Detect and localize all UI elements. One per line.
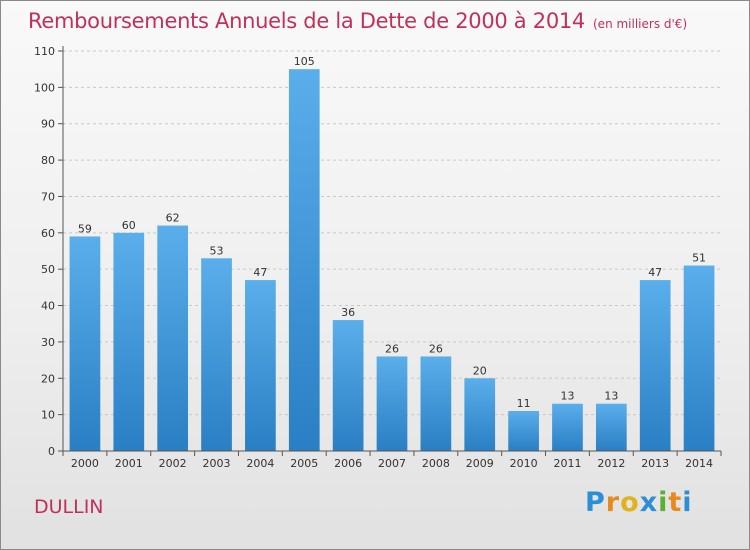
x-tick-label-2004: 2004: [246, 457, 274, 470]
y-tick-label: 20: [41, 372, 55, 385]
data-label-2011: 13: [560, 390, 574, 403]
proxiti-logo: Proxiti: [585, 487, 693, 518]
x-tick-label-2006: 2006: [334, 457, 362, 470]
data-label-2005: 105: [294, 55, 315, 68]
place-name: DULLIN: [34, 496, 104, 518]
bar-2002: [157, 225, 189, 451]
logo-letter: i: [682, 487, 693, 518]
x-tick-label-2002: 2002: [159, 457, 187, 470]
logo-letter: x: [639, 487, 659, 518]
data-label-2014: 51: [692, 252, 706, 265]
x-tick-label-2005: 2005: [290, 457, 318, 470]
y-tick-label: 0: [48, 445, 55, 458]
data-label-2001: 60: [122, 219, 136, 232]
data-label-2007: 26: [385, 342, 399, 355]
y-tick-label: 50: [41, 263, 55, 276]
bar-2007: [376, 356, 408, 451]
data-label-2013: 47: [648, 266, 662, 279]
bar-2006: [332, 320, 364, 451]
y-tick-label: 100: [34, 81, 55, 94]
y-tick-label: 30: [41, 336, 55, 349]
data-label-2004: 47: [253, 266, 267, 279]
chart-title-text: Remboursements Annuels de la Dette de 20…: [28, 9, 585, 33]
logo-letter: i: [658, 487, 669, 518]
axes: [58, 46, 722, 456]
x-tick-label-2013: 2013: [641, 457, 669, 470]
logo-letter: t: [668, 487, 683, 518]
data-label-2008: 26: [429, 342, 443, 355]
bar-2014: [683, 265, 715, 451]
bar-2005: [288, 69, 320, 451]
bar-2001: [113, 232, 145, 451]
data-label-2012: 13: [604, 390, 618, 403]
x-tick-label-2011: 2011: [553, 457, 581, 470]
bar-2000: [69, 236, 101, 451]
y-tick-label: 90: [41, 118, 55, 131]
bar-2008: [420, 356, 452, 451]
bar-2011: [552, 403, 583, 451]
x-tick-label-2012: 2012: [597, 457, 625, 470]
bar-2010: [508, 411, 539, 451]
chart-unit-label: (en milliers d'€): [593, 17, 688, 31]
bar-2013: [639, 280, 671, 451]
data-label-2010: 11: [517, 397, 531, 410]
x-tick-label-2001: 2001: [115, 457, 143, 470]
logo-letter: o: [620, 487, 640, 518]
y-tick-label: 60: [41, 227, 55, 240]
x-tick-label-2007: 2007: [378, 457, 406, 470]
chart-title: Remboursements Annuels de la Dette de 20…: [28, 9, 687, 33]
y-tick-label: 40: [41, 300, 55, 313]
bar-2003: [201, 258, 232, 451]
x-tick-label-2003: 2003: [203, 457, 231, 470]
x-tick-label-2000: 2000: [71, 457, 99, 470]
bar-2012: [595, 403, 627, 451]
bar-2004: [245, 280, 276, 451]
data-label-2006: 36: [341, 306, 355, 319]
x-tick-label-2008: 2008: [422, 457, 450, 470]
data-label-2000: 59: [78, 222, 92, 235]
logo-letter: r: [605, 487, 621, 518]
data-label-2002: 62: [166, 212, 180, 225]
data-label-2003: 53: [210, 244, 224, 257]
x-tick-label-2010: 2010: [510, 457, 538, 470]
x-tick-label-2014: 2014: [685, 457, 713, 470]
x-tick-label-2009: 2009: [466, 457, 494, 470]
bars: [69, 69, 715, 451]
logo-letter: P: [585, 487, 606, 518]
bar-2009: [464, 378, 496, 451]
data-label-2009: 20: [473, 364, 487, 377]
labels: 0 10 20 30 40 50 60 70 80 90 100 110 59 2000 60 2001 62 2…: [34, 45, 713, 470]
y-tick-label: 10: [41, 409, 55, 422]
y-tick-label: 70: [41, 190, 55, 203]
y-tick-label: 80: [41, 154, 55, 167]
y-tick-label: 110: [34, 45, 55, 58]
